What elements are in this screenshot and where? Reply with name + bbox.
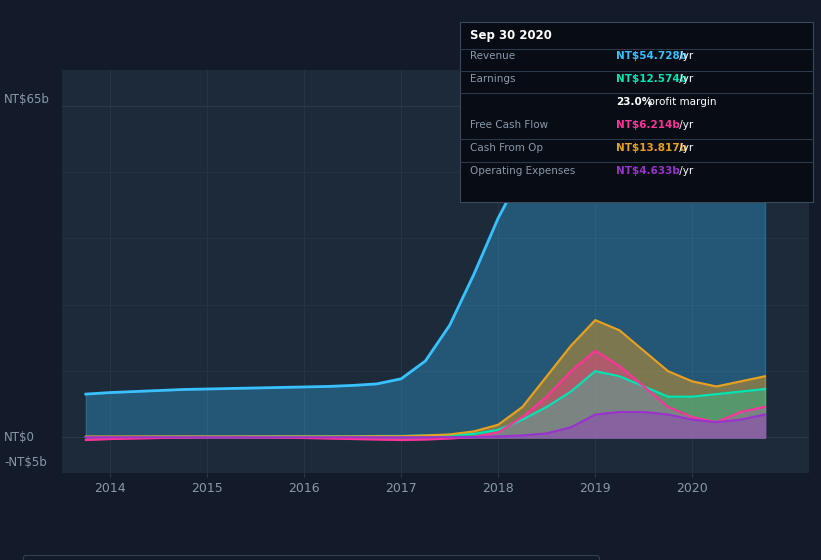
Text: Sep 30 2020: Sep 30 2020 <box>470 29 553 41</box>
Legend: Revenue, Earnings, Free Cash Flow, Cash From Op, Operating Expenses: Revenue, Earnings, Free Cash Flow, Cash … <box>23 556 599 560</box>
Text: Operating Expenses: Operating Expenses <box>470 166 576 176</box>
Text: /yr: /yr <box>676 120 693 130</box>
Text: NT$54.728b: NT$54.728b <box>616 51 687 61</box>
Text: /yr: /yr <box>676 51 693 61</box>
Text: NT$4.633b: NT$4.633b <box>616 166 680 176</box>
Text: Cash From Op: Cash From Op <box>470 143 544 153</box>
Text: Free Cash Flow: Free Cash Flow <box>470 120 548 130</box>
Text: Earnings: Earnings <box>470 74 516 84</box>
Text: NT$0: NT$0 <box>4 431 35 444</box>
Text: NT$13.817b: NT$13.817b <box>616 143 687 153</box>
Text: NT$12.574b: NT$12.574b <box>616 74 687 84</box>
Text: -NT$5b: -NT$5b <box>4 456 47 469</box>
Text: NT$6.214b: NT$6.214b <box>616 120 680 130</box>
Text: /yr: /yr <box>676 74 693 84</box>
Text: /yr: /yr <box>676 166 693 176</box>
Text: /yr: /yr <box>676 143 693 153</box>
Text: 23.0%: 23.0% <box>616 97 652 107</box>
Text: profit margin: profit margin <box>645 97 717 107</box>
Text: Revenue: Revenue <box>470 51 516 61</box>
Text: NT$65b: NT$65b <box>4 93 50 106</box>
